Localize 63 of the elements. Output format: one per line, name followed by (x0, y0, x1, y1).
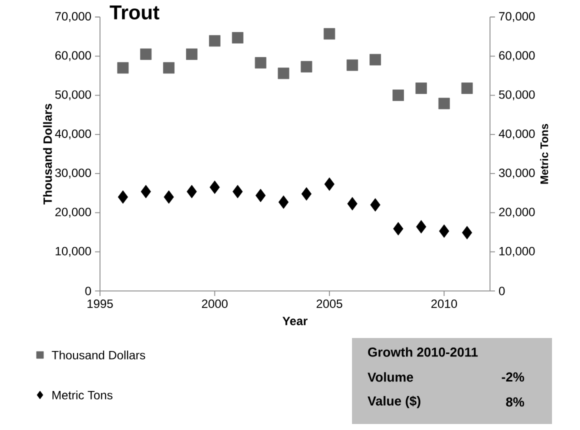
y2-axis-title: Metric Tons (540, 124, 548, 184)
point (254, 57, 266, 68)
y-tick-label: 50,000 (55, 90, 92, 100)
x-tick-label: 1995 (88, 300, 113, 308)
y2-tick-label: 70,000 (499, 12, 535, 22)
point (163, 62, 175, 74)
point (232, 184, 243, 198)
point (324, 28, 336, 40)
legend-label: Metric Tons (52, 390, 112, 400)
text: -2% (502, 372, 524, 382)
point (209, 35, 220, 47)
y-tick-label: 40,000 (55, 129, 92, 140)
x-tick-label: 2010 (431, 300, 457, 308)
x-axis-title: Year (282, 316, 308, 326)
text: 8% (506, 397, 524, 407)
point (462, 226, 472, 240)
point (416, 220, 426, 234)
point (232, 32, 244, 44)
text: Growth 2010-2011 (368, 347, 478, 357)
y-tick-label: 60,000 (55, 51, 92, 62)
x-tick-label: 2005 (316, 300, 342, 308)
point (118, 190, 128, 204)
point (164, 190, 174, 204)
point (278, 68, 290, 80)
y-axis-title: Thousand Dollars (43, 104, 52, 205)
legend-label: Thousand Dollars (52, 350, 146, 360)
y2-tick-label: 40,000 (498, 129, 535, 140)
point (438, 98, 450, 110)
text: Volume (368, 372, 414, 382)
point (301, 187, 312, 201)
y-tick-label: 70,000 (55, 12, 92, 22)
y2-tick-label: 10,000 (499, 246, 535, 257)
y2-tick-label: 60,000 (499, 51, 535, 62)
point (324, 177, 334, 191)
y2-tick-label: 0 (498, 286, 505, 296)
point (461, 82, 473, 94)
point (370, 54, 381, 66)
y2-tick-label: 30,000 (498, 168, 535, 179)
x-tick-label: 2000 (202, 300, 228, 308)
y-tick-label: 0 (85, 286, 92, 296)
y2-tick-label: 20,000 (499, 208, 535, 218)
point (370, 198, 380, 212)
text: Value ($) (368, 396, 420, 408)
point (346, 59, 358, 71)
point (347, 197, 358, 210)
point (256, 188, 266, 202)
chart-title: Trout (110, 6, 160, 20)
point (392, 90, 404, 101)
point (186, 184, 197, 198)
y2-tick-label: 50,000 (499, 90, 535, 100)
point (140, 184, 151, 198)
point (186, 48, 198, 60)
point (140, 48, 152, 60)
point (393, 222, 404, 236)
y-tick-label: 10,000 (56, 246, 92, 257)
y-tick-label: 20,000 (55, 208, 92, 218)
point (439, 224, 450, 238)
point (415, 82, 427, 94)
y-tick-label: 30,000 (55, 168, 92, 179)
point (278, 195, 289, 209)
point (300, 61, 312, 72)
point (117, 62, 129, 74)
point (210, 180, 220, 194)
